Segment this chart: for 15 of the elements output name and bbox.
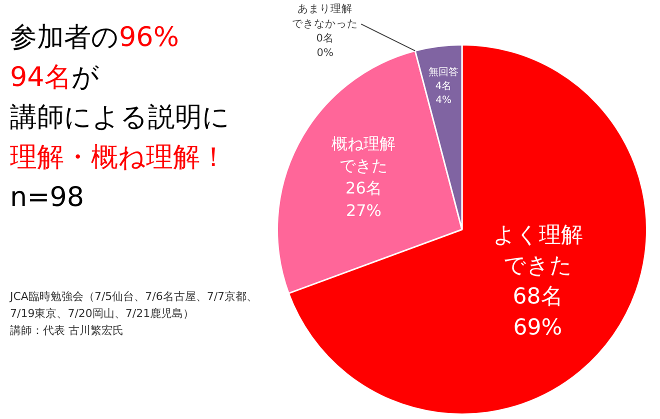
text: n=98 — [10, 181, 86, 215]
text: 講師による説明に — [10, 101, 230, 135]
data-label: 26名 27% — [346, 178, 382, 220]
chart-title: 参加者の96% — [10, 21, 180, 55]
slice-label: よく理解できた — [492, 222, 583, 279]
slice-label: 無回答 — [428, 66, 459, 78]
text: 0名 0% — [316, 32, 334, 60]
text: 理解・概ね理解！ — [10, 141, 228, 175]
slice-label: 概ね理解できた — [332, 134, 396, 176]
text: 94名が — [10, 61, 100, 95]
data-label: 68名 69% — [512, 284, 563, 340]
text: 講師：代表 古川繁宏氏 — [10, 323, 124, 339]
text: JCA臨時勉強会（7/5仙台、7/6名古屋、7/7京都、7/19東京、7/20岡山、7/21鹿児島） — [10, 289, 259, 322]
data-label: 4名 4% — [435, 80, 452, 106]
category-label: あまり理解できなかった — [292, 3, 358, 30]
